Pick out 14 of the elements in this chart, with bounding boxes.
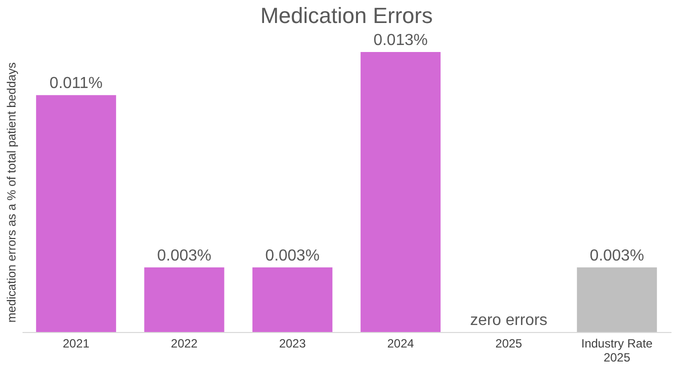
data-label: 0.003% [157, 247, 212, 264]
x-tick-label: 2022 [170, 336, 198, 350]
x-tick-label: Industry Rate 2025 [581, 336, 653, 364]
x-tick-label: 2024 [387, 336, 414, 350]
x-tick-label: 2021 [62, 336, 90, 350]
data-label: 0.013% [373, 32, 428, 49]
data-label: 0.011% [50, 75, 103, 92]
chart-title: Medication Errors [260, 3, 433, 28]
data-label: zero errors [470, 312, 548, 329]
data-label: 0.003% [265, 247, 320, 264]
x-tick-label: 2025 [495, 336, 522, 350]
y-axis-title: medication errors as a % of total patient beddays [4, 62, 18, 323]
x-tick-label: 2023 [279, 336, 306, 350]
data-label: 0.003% [590, 247, 644, 264]
